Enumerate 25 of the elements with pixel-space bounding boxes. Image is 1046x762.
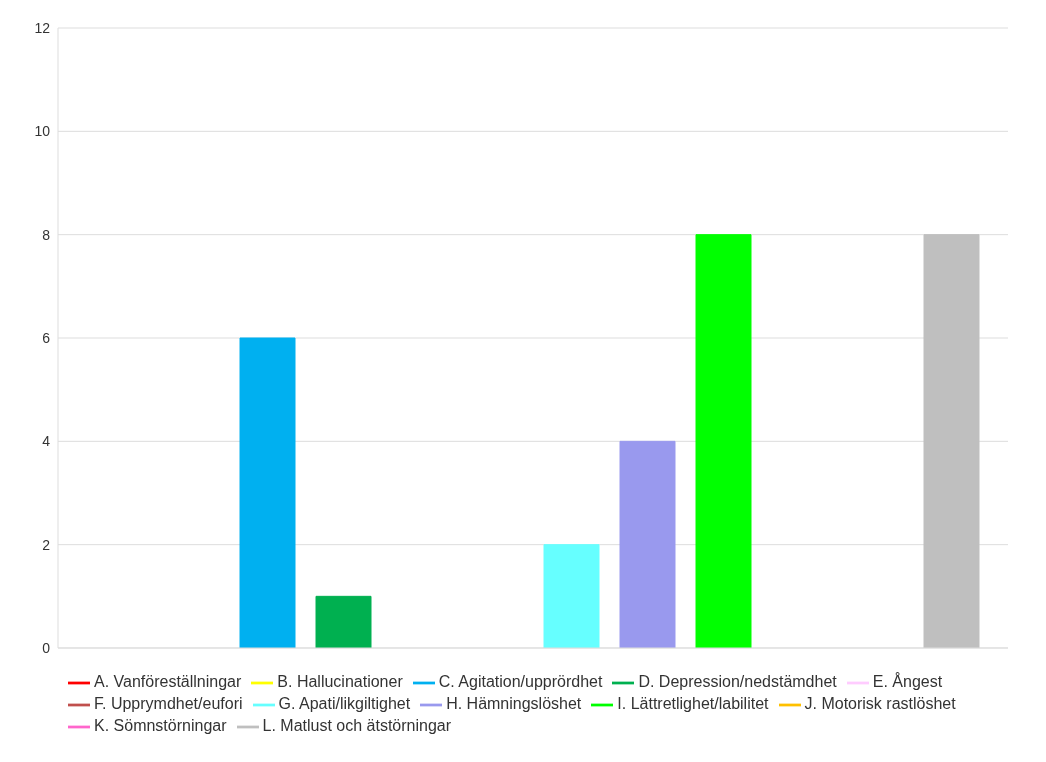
legend-label: L. Matlust och ätstörningar xyxy=(262,717,452,735)
bar xyxy=(695,234,752,648)
y-tick-label: 2 xyxy=(42,536,51,553)
bar xyxy=(619,440,676,648)
legend-label: I. Lättretlighet/labilitet xyxy=(617,695,769,713)
y-tick-label: 0 xyxy=(42,639,51,656)
legend-label: H. Hämningslöshet xyxy=(446,695,582,713)
bar xyxy=(543,544,600,648)
legend-label: G. Apati/likgiltighet xyxy=(278,695,411,713)
y-tick-label: 10 xyxy=(34,123,51,140)
legend-label: B. Hallucinationer xyxy=(277,673,403,691)
y-tick-label: 12 xyxy=(34,19,51,36)
legend-label: F. Upprymdhet/eufori xyxy=(94,695,243,713)
y-tick-label: 4 xyxy=(42,433,51,450)
bar xyxy=(923,234,980,648)
legend-label: D. Depression/nedstämdhet xyxy=(638,673,837,691)
legend-label: K. Sömnstörningar xyxy=(94,717,227,735)
bar xyxy=(239,337,296,648)
y-tick-label: 8 xyxy=(42,226,51,243)
bar xyxy=(315,595,372,648)
legend-label: C. Agitation/upprördhet xyxy=(438,673,603,691)
legend-label: E. Ångest xyxy=(872,673,943,691)
y-tick-label: 6 xyxy=(42,329,51,346)
legend-label: A. Vanföreställningar xyxy=(94,673,242,691)
legend-label: J. Motorisk rastlöshet xyxy=(804,695,956,713)
